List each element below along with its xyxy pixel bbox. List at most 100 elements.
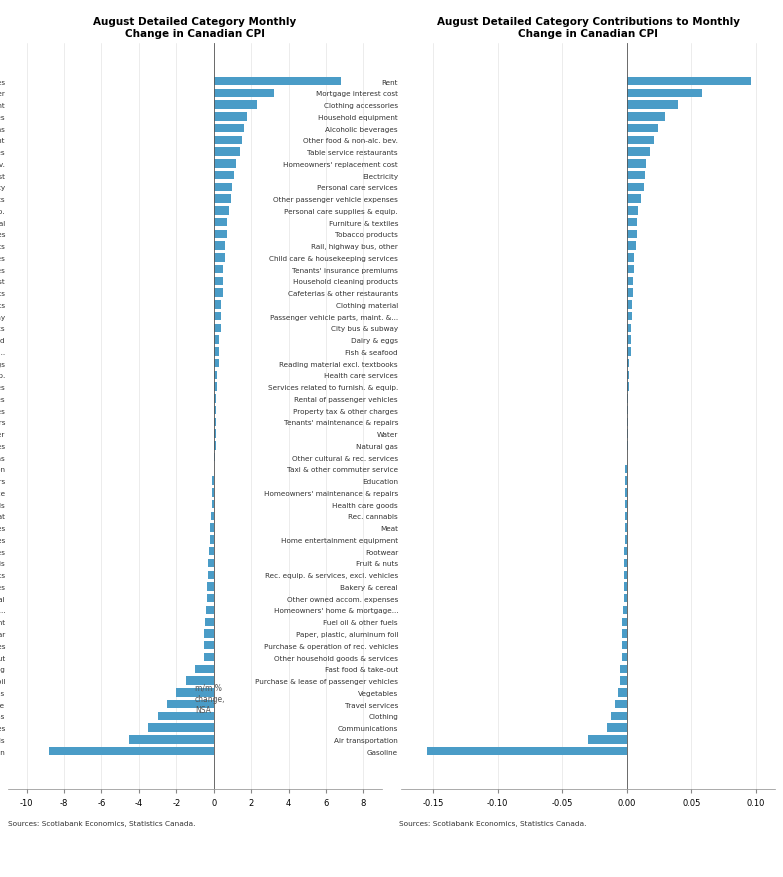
Bar (626, 406, 628, 415)
Bar (214, 89, 273, 98)
Bar (210, 536, 214, 544)
Bar (129, 735, 214, 744)
Bar (211, 512, 214, 521)
Bar (214, 183, 233, 192)
Bar (214, 418, 215, 427)
Bar (626, 242, 636, 251)
Bar (207, 582, 214, 591)
Bar (626, 218, 637, 227)
Bar (622, 617, 626, 626)
Bar (626, 183, 644, 192)
Bar (626, 137, 654, 145)
Bar (49, 747, 214, 755)
Bar (214, 406, 215, 415)
Bar (148, 724, 214, 732)
Bar (626, 172, 645, 180)
Bar (622, 606, 626, 615)
Bar (204, 630, 214, 638)
Bar (214, 207, 229, 216)
Bar (626, 430, 628, 438)
Bar (214, 360, 219, 368)
Bar (626, 148, 650, 157)
Bar (624, 595, 626, 602)
Bar (612, 712, 626, 720)
Bar (624, 560, 626, 567)
Bar (620, 665, 626, 674)
Title: August Detailed Category Monthly
Change in Canadian CPI: August Detailed Category Monthly Change … (93, 17, 297, 39)
Bar (214, 242, 225, 251)
Bar (626, 101, 678, 110)
Bar (214, 148, 240, 157)
Bar (214, 430, 215, 438)
Bar (210, 524, 214, 532)
Bar (626, 277, 633, 286)
Bar (212, 488, 214, 497)
Bar (626, 253, 634, 262)
Bar (626, 324, 630, 332)
Bar (207, 595, 214, 602)
Bar (626, 78, 751, 86)
Bar (214, 453, 215, 462)
Bar (214, 253, 225, 262)
Bar (208, 571, 214, 580)
Bar (214, 395, 215, 403)
Bar (626, 266, 634, 274)
Bar (214, 231, 227, 239)
Bar (214, 277, 223, 286)
Bar (626, 336, 630, 345)
Bar (214, 172, 234, 180)
Bar (214, 137, 242, 145)
Bar (214, 125, 244, 133)
Bar (214, 324, 221, 332)
Bar (626, 289, 633, 297)
Bar (214, 101, 257, 110)
Bar (626, 383, 630, 391)
Bar (626, 395, 628, 403)
Bar (622, 641, 626, 650)
Bar (427, 747, 626, 755)
Bar (626, 207, 638, 216)
Bar (618, 688, 626, 696)
Bar (214, 442, 215, 450)
Bar (626, 196, 641, 203)
Bar (214, 218, 227, 227)
Bar (626, 231, 637, 239)
Bar (626, 418, 628, 427)
Bar (208, 560, 214, 567)
Bar (626, 312, 632, 321)
Bar (624, 571, 626, 580)
Bar (624, 582, 626, 591)
Bar (212, 501, 214, 509)
Bar (626, 348, 630, 356)
Bar (157, 712, 214, 720)
Bar (626, 360, 630, 368)
Bar (214, 371, 218, 380)
Bar (626, 89, 702, 98)
Text: Sources: Scotiabank Economics, Statistics Canada.: Sources: Scotiabank Economics, Statistic… (399, 820, 586, 826)
Bar (626, 371, 630, 380)
Bar (214, 312, 221, 321)
Bar (204, 641, 214, 650)
Bar (626, 160, 646, 168)
Bar (620, 676, 626, 685)
Bar (206, 606, 214, 615)
Bar (214, 113, 247, 121)
Bar (622, 630, 626, 638)
Bar (212, 477, 214, 485)
Text: m/m %
change,
NSA: m/m % change, NSA (195, 683, 226, 714)
Bar (176, 688, 214, 696)
Bar (204, 653, 214, 661)
Bar (626, 113, 666, 121)
Bar (214, 336, 219, 345)
Bar (214, 301, 221, 310)
Bar (626, 442, 628, 450)
Bar (608, 724, 626, 732)
Bar (615, 700, 626, 709)
Bar (626, 301, 632, 310)
Bar (167, 700, 214, 709)
Bar (622, 653, 626, 661)
Bar (214, 348, 219, 356)
Bar (214, 196, 230, 203)
Bar (626, 125, 658, 133)
Bar (214, 266, 223, 274)
